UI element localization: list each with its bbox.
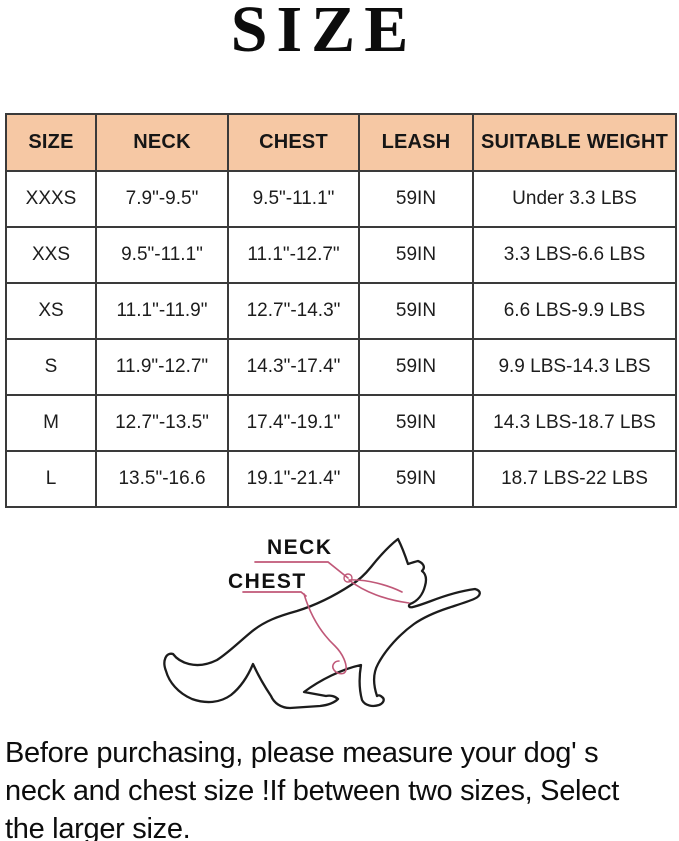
neck-pointer-line	[254, 561, 349, 579]
note-line: Before purchasing, please measure your d…	[5, 737, 599, 769]
cat-outline-drawing	[163, 537, 481, 710]
table-cell: 9.5"-11.1"	[95, 226, 229, 284]
column-header-chest: CHEST	[227, 113, 360, 172]
table-cell: 7.9"-9.5"	[95, 170, 229, 228]
table-row: M 12.7"-13.5" 17.4"-19.1" 59IN 14.3 LBS-…	[5, 394, 677, 452]
table-row: S 11.9"-12.7" 14.3"-17.4" 59IN 9.9 LBS-1…	[5, 338, 677, 396]
table-cell: M	[5, 394, 97, 452]
table-cell: XXS	[5, 226, 97, 284]
cat-silhouette	[163, 537, 481, 710]
table-cell: 3.3 LBS-6.6 LBS	[472, 226, 677, 284]
table-cell: 19.1"-21.4"	[227, 450, 360, 508]
header-row: SIZE NECK CHEST LEASH SUITABLE WEIGHT	[5, 113, 677, 172]
table-cell: 13.5"-16.6	[95, 450, 229, 508]
table-cell: 14.3"-17.4"	[227, 338, 360, 396]
chest-pointer-line	[242, 591, 307, 597]
table-cell: 11.1"-11.9"	[95, 282, 229, 340]
table-cell: L	[5, 450, 97, 508]
chest-label: CHEST	[228, 570, 307, 593]
table-row: XXS 9.5"-11.1" 11.1"-12.7" 59IN 3.3 LBS-…	[5, 226, 677, 284]
table-cell: 6.6 LBS-9.9 LBS	[472, 282, 677, 340]
table-row: XXXS 7.9"-9.5" 9.5"-11.1" 59IN Under 3.3…	[5, 170, 677, 228]
table-cell: 59IN	[358, 394, 474, 452]
column-header-size: SIZE	[5, 113, 97, 172]
table-cell: 59IN	[358, 170, 474, 228]
column-header-leash: LEASH	[358, 113, 474, 172]
table-row: XS 11.1"-11.9" 12.7"-14.3" 59IN 6.6 LBS-…	[5, 282, 677, 340]
table-cell: 14.3 LBS-18.7 LBS	[472, 394, 677, 452]
measurement-illustration: NECK CHEST	[152, 522, 522, 737]
table-cell: S	[5, 338, 97, 396]
size-chart-table: SIZE NECK CHEST LEASH SUITABLE WEIGHT XX…	[5, 113, 677, 508]
neck-ring	[343, 573, 353, 583]
note-line: neck and chest size !If between two size…	[5, 775, 619, 807]
table-cell: Under 3.3 LBS	[472, 170, 677, 228]
column-header-neck: NECK	[95, 113, 229, 172]
page-title: SIZE	[230, 0, 418, 66]
table-cell: 59IN	[358, 338, 474, 396]
purchase-note: Before purchasing, please measure your d…	[5, 734, 679, 841]
neck-band-line	[348, 579, 410, 604]
table-row: L 13.5"-16.6 19.1"-21.4" 59IN 18.7 LBS-2…	[5, 450, 677, 508]
table-cell: 59IN	[358, 450, 474, 508]
neck-label: NECK	[267, 536, 333, 559]
table-cell: 18.7 LBS-22 LBS	[472, 450, 677, 508]
column-header-weight: SUITABLE WEIGHT	[472, 113, 677, 172]
chest-strap-line	[303, 593, 347, 675]
table-cell: XS	[5, 282, 97, 340]
table-cell: 11.9"-12.7"	[95, 338, 229, 396]
table-cell: 59IN	[358, 282, 474, 340]
table-cell: 12.7"-13.5"	[95, 394, 229, 452]
table-cell: 11.1"-12.7"	[227, 226, 360, 284]
table-cell: 9.5"-11.1"	[227, 170, 360, 228]
table-cell: XXXS	[5, 170, 97, 228]
table-cell: 17.4"-19.1"	[227, 394, 360, 452]
note-line: the larger size.	[5, 813, 191, 841]
table-cell: 9.9 LBS-14.3 LBS	[472, 338, 677, 396]
table-cell: 12.7"-14.3"	[227, 282, 360, 340]
table-cell: 59IN	[358, 226, 474, 284]
